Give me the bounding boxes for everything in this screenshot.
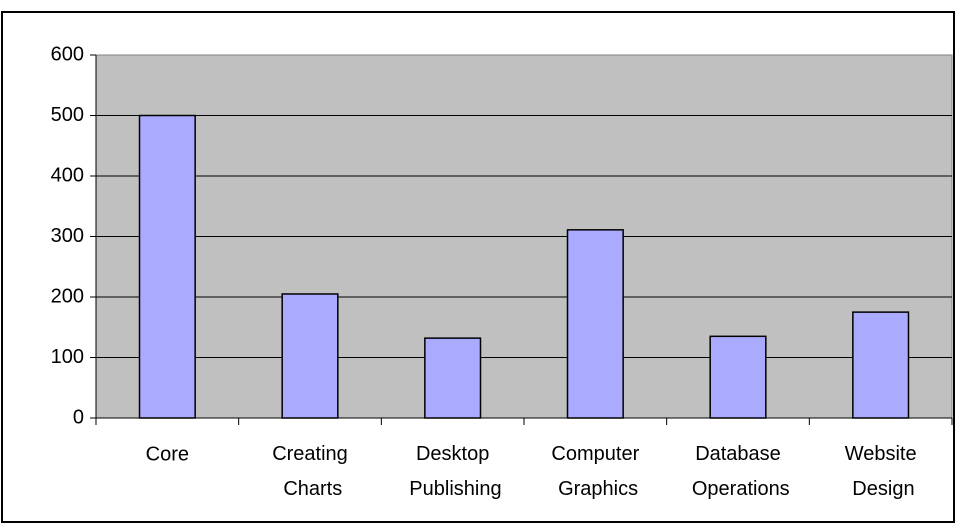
bar [709, 335, 767, 419]
bar [424, 337, 482, 419]
x-tick-label: Computer Graphics [551, 443, 639, 500]
y-tick-label: 100 [51, 346, 84, 368]
y-tick-label: 400 [51, 164, 84, 186]
x-tick-label: Creating Charts [272, 443, 348, 500]
x-tick-label: Database Operations [686, 443, 789, 500]
bar [566, 229, 624, 419]
bar [852, 311, 910, 419]
x-tick-label: Desktop Publishing [404, 443, 502, 500]
y-tick-label: 300 [51, 225, 84, 247]
bar [281, 293, 339, 419]
y-tick-label: 200 [51, 285, 84, 307]
bar [138, 114, 196, 419]
y-tick-label: 500 [51, 104, 84, 126]
y-tick-label: 0 [73, 406, 84, 428]
y-tick-label: 600 [51, 43, 84, 65]
x-tick-label: Website Design [845, 443, 917, 500]
x-tick-label: Core [146, 443, 189, 465]
